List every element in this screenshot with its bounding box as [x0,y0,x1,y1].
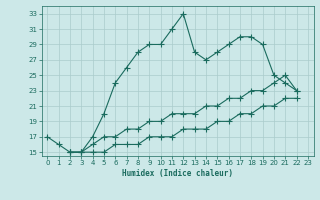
X-axis label: Humidex (Indice chaleur): Humidex (Indice chaleur) [122,169,233,178]
